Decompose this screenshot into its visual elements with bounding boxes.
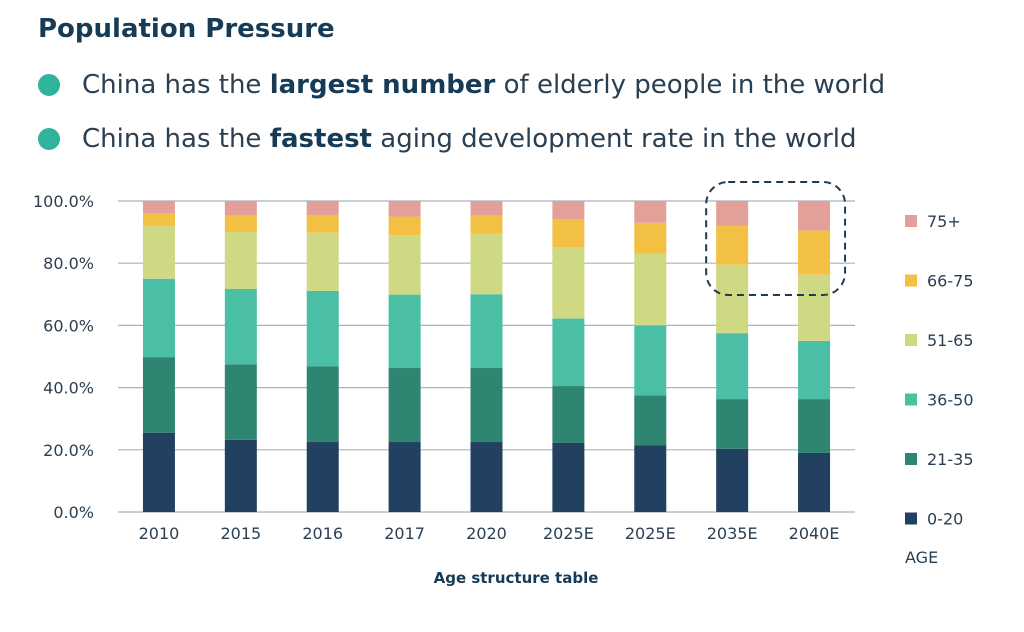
y-tick-label: 40.0%: [43, 379, 94, 398]
bar-segment: [306, 214, 339, 233]
y-tick-label: 80.0%: [43, 254, 94, 273]
bar-segment: [142, 357, 175, 433]
bar-segment: [470, 233, 503, 295]
bar-segment: [306, 290, 339, 367]
bar-segment: [798, 274, 831, 341]
legend-title: AGE: [905, 548, 938, 567]
bar-segment: [716, 264, 749, 334]
bullet-dot-icon: [38, 128, 60, 150]
x-tick-label: 2010: [139, 524, 180, 543]
bar-segment: [142, 432, 175, 512]
bar-segment: [388, 201, 421, 217]
bar-segment: [306, 201, 339, 215]
legend-swatch: [905, 453, 917, 465]
x-tick-label: 2020: [466, 524, 507, 543]
x-tick-label: 2017: [384, 524, 425, 543]
y-tick-label: 100.0%: [33, 192, 94, 211]
bar-segment: [716, 399, 749, 449]
bullet-text: China has the largest number of elderly …: [82, 70, 886, 100]
bar-segment: [388, 442, 421, 512]
bar-segment: [634, 325, 667, 396]
bar-segment: [388, 235, 421, 295]
x-tick-label: 2035E: [707, 524, 758, 543]
bar-segment: [798, 340, 831, 400]
bar-segment: [306, 366, 339, 443]
legend-label: 51-65: [927, 331, 974, 350]
bar-segment: [552, 247, 585, 319]
bar-segment: [634, 201, 667, 223]
bar-segment: [798, 201, 831, 231]
bar-segment: [634, 253, 667, 326]
bar-segment: [470, 368, 503, 443]
bar-segment: [142, 278, 175, 358]
bullet-item: China has the fastest aging development …: [38, 124, 857, 154]
legend-label: 66-75: [927, 272, 974, 291]
legend-swatch: [905, 215, 917, 227]
bar-segment: [306, 442, 339, 512]
bar-segment: [716, 448, 749, 512]
highlight-box: [705, 181, 847, 296]
bar-segment: [716, 333, 749, 400]
bar-segment: [224, 201, 257, 215]
legend-swatch: [905, 334, 917, 346]
bar-segment: [224, 232, 257, 290]
bar-segment: [470, 442, 503, 512]
bar-segment: [142, 225, 175, 279]
bar-segment: [634, 222, 667, 254]
bullet-dot-icon: [38, 74, 60, 96]
legend-swatch: [905, 512, 917, 525]
bar-segment: [634, 445, 667, 512]
bar-segment: [224, 364, 257, 440]
bar-segment: [388, 294, 421, 369]
bar-segment: [470, 294, 503, 369]
legend-label: 75+: [927, 212, 961, 231]
bar-segment: [224, 214, 257, 233]
bullet-item: China has the largest number of elderly …: [38, 70, 885, 100]
bar-segment: [470, 201, 503, 215]
bar-segment: [798, 452, 831, 512]
bar-segment: [142, 201, 175, 214]
page-title: Population Pressure: [38, 14, 335, 44]
legend-label: 36-50: [927, 391, 974, 410]
bar-segment: [552, 442, 585, 512]
x-tick-label: 2015: [220, 524, 261, 543]
bar-segment: [552, 201, 585, 220]
y-tick-label: 20.0%: [43, 441, 94, 460]
bullet-text: China has the fastest aging development …: [82, 124, 857, 154]
x-axis-label: Age structure table: [434, 569, 599, 587]
legend-swatch: [905, 393, 917, 406]
bar-segment: [388, 216, 421, 236]
legend-label: 0-20: [927, 510, 963, 529]
bar-segment: [716, 201, 749, 226]
bar-segment: [388, 368, 421, 443]
bar-segment: [552, 219, 585, 248]
bar-segment: [142, 213, 175, 226]
bar-segment: [634, 395, 667, 446]
bar-segment: [716, 225, 749, 265]
bar-segment: [798, 230, 831, 275]
bar-segment: [470, 214, 503, 234]
y-tick-label: 0.0%: [53, 503, 94, 522]
bar-segment: [798, 399, 831, 453]
bar-segment: [224, 439, 257, 512]
bar-segment: [552, 318, 585, 387]
bar-segment: [552, 386, 585, 443]
x-tick-label: 2025E: [543, 524, 594, 543]
x-tick-label: 2016: [302, 524, 343, 543]
x-tick-label: 2040E: [789, 524, 840, 543]
legend-label: 21-35: [927, 450, 974, 469]
bar-segment: [224, 289, 257, 365]
bar-segment: [306, 232, 339, 291]
x-tick-label: 2025E: [625, 524, 676, 543]
y-tick-label: 60.0%: [43, 316, 94, 335]
legend-swatch: [905, 274, 917, 287]
